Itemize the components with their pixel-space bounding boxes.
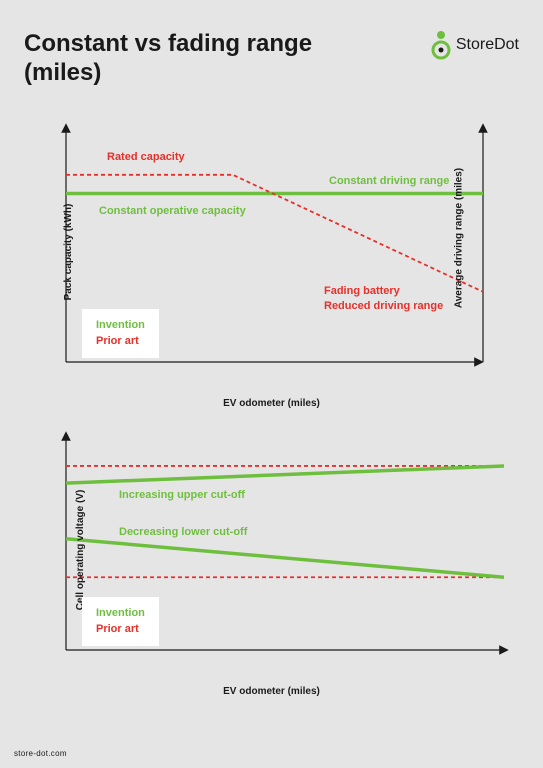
reduced-range-label: Reduced driving range <box>324 300 443 312</box>
chart2-x-axis-label: EV odometer (miles) <box>24 686 519 697</box>
chart1-legend: Invention Prior art <box>82 309 159 358</box>
chart2-y-left-axis-label: Cell operating voltage (V) <box>75 489 86 610</box>
y-left-axis-label: Pack capacity (kWh) <box>63 203 74 300</box>
chart-cell-voltage: Cell operating voltage (V) Increasing up… <box>24 420 519 680</box>
header: Constant vs fading range (miles) StoreDo… <box>24 30 519 88</box>
chart2-legend: Invention Prior art <box>82 597 159 646</box>
page: Constant vs fading range (miles) StoreDo… <box>0 0 543 768</box>
increasing-upper-label: Increasing upper cut-off <box>119 489 245 501</box>
legend-invention-2: Invention <box>96 605 145 622</box>
storedot-icon <box>430 30 452 60</box>
rated-capacity-label: Rated capacity <box>107 151 186 163</box>
fading-battery-label: Fading battery <box>324 285 401 297</box>
chart-pack-capacity: Pack capacity (kWh) Average driving rang… <box>24 112 519 392</box>
legend-prior-art: Prior art <box>96 333 145 350</box>
constant-capacity-label: Constant operative capacity <box>99 205 247 217</box>
brand-name: StoreDot <box>456 36 519 54</box>
legend-invention: Invention <box>96 317 145 334</box>
legend-prior-art-2: Prior art <box>96 621 145 638</box>
page-title: Constant vs fading range (miles) <box>24 30 312 88</box>
constant-range-label: Constant driving range <box>329 175 449 187</box>
decreasing-lower-label: Decreasing lower cut-off <box>119 526 248 538</box>
footer-url: store-dot.com <box>14 749 67 758</box>
y-right-axis-label: Average driving range (miles) <box>453 167 464 307</box>
brand-logo: StoreDot <box>430 30 519 60</box>
increasing-upper-line <box>66 466 504 483</box>
chart1-x-axis-label: EV odometer (miles) <box>24 398 519 409</box>
decreasing-lower-line <box>66 538 504 577</box>
